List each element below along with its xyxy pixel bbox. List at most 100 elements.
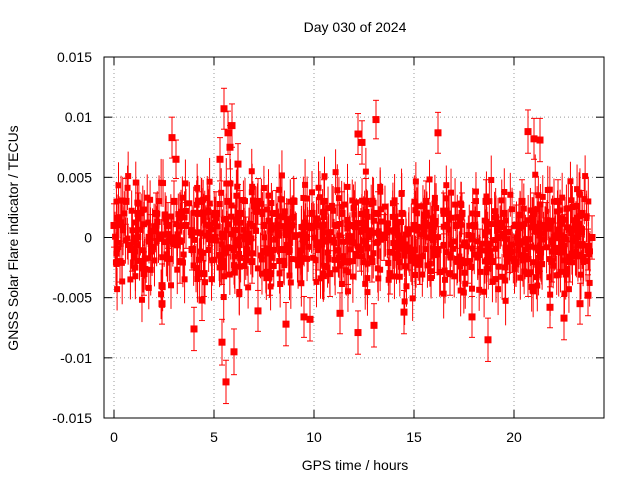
point-marker-fill	[131, 254, 138, 261]
point-marker	[266, 270, 274, 278]
point-marker-fill	[377, 183, 384, 190]
point-marker-fill	[208, 276, 215, 283]
point-marker-fill	[391, 273, 398, 280]
point-marker-fill	[448, 189, 455, 196]
point-marker-fill	[202, 221, 209, 228]
point-marker-fill	[519, 252, 526, 259]
point-marker-fill	[325, 234, 332, 241]
point-marker	[272, 209, 280, 217]
point-marker-fill	[385, 276, 392, 283]
point-marker-fill	[532, 225, 539, 232]
point-marker-fill	[568, 197, 575, 204]
point-marker-fill	[453, 258, 460, 265]
point-marker	[224, 129, 232, 137]
point-marker-fill	[339, 238, 346, 245]
point-marker-fill	[515, 247, 522, 254]
point-marker-fill	[330, 207, 337, 214]
point-marker-fill	[327, 229, 334, 236]
point-marker-fill	[264, 245, 271, 252]
point-marker-fill	[310, 254, 317, 261]
point-marker-fill	[194, 184, 201, 191]
x-tick-label: 0	[110, 429, 118, 445]
point-marker	[476, 246, 484, 254]
point-marker	[372, 116, 380, 124]
point-marker	[234, 160, 242, 168]
point-marker	[128, 246, 136, 254]
point-marker-fill	[161, 239, 168, 246]
point-marker-fill	[471, 251, 478, 258]
point-marker-fill	[440, 290, 447, 297]
point-marker	[332, 221, 340, 229]
point-marker-fill	[445, 226, 452, 233]
point-marker-fill	[181, 276, 188, 283]
point-marker-fill	[302, 181, 309, 188]
point-marker-fill	[127, 276, 134, 283]
point-marker-fill	[344, 183, 351, 190]
point-marker	[392, 221, 400, 229]
point-marker-fill	[206, 178, 213, 185]
point-marker-fill	[321, 173, 328, 180]
point-marker-fill	[563, 265, 570, 272]
point-marker-fill	[491, 214, 498, 221]
point-marker-fill	[193, 201, 200, 208]
point-marker-fill	[508, 241, 515, 248]
point-marker-fill	[567, 225, 574, 232]
point-marker-fill	[461, 269, 468, 276]
point-marker-fill	[389, 213, 396, 220]
point-marker-fill	[162, 211, 169, 218]
point-marker-fill	[213, 237, 220, 244]
point-marker-fill	[223, 180, 230, 187]
point-marker-fill	[118, 219, 125, 226]
point-marker-fill	[371, 217, 378, 224]
point-marker-fill	[494, 227, 501, 234]
point-marker-fill	[585, 242, 592, 249]
point-marker-fill	[502, 247, 509, 254]
point-marker-fill	[334, 187, 341, 194]
point-marker-fill	[241, 262, 248, 269]
point-marker	[536, 246, 544, 254]
x-tick-label: 10	[306, 429, 322, 445]
point-marker-fill	[265, 217, 272, 224]
point-marker	[338, 209, 346, 217]
point-marker-fill	[208, 237, 215, 244]
point-marker-fill	[533, 274, 540, 281]
point-marker-fill	[581, 196, 588, 203]
point-marker-fill	[495, 263, 502, 270]
point-marker-fill	[517, 212, 524, 219]
point-marker-fill	[125, 173, 132, 180]
point-marker-fill	[347, 246, 354, 253]
point-marker-fill	[419, 271, 426, 278]
point-marker-fill	[196, 270, 203, 277]
point-marker-fill	[528, 283, 535, 290]
point-marker-fill	[419, 203, 426, 210]
point-marker-fill	[141, 206, 148, 213]
point-marker-fill	[191, 236, 198, 243]
point-marker-fill	[451, 273, 458, 280]
point-marker	[374, 209, 382, 217]
point-marker-fill	[576, 189, 583, 196]
point-marker-fill	[170, 241, 177, 248]
point-marker-fill	[113, 198, 120, 205]
point-marker	[236, 209, 244, 217]
point-marker-fill	[258, 256, 265, 263]
point-marker-fill	[396, 259, 403, 266]
point-marker-fill	[338, 260, 345, 267]
point-marker-fill	[550, 241, 557, 248]
point-marker	[320, 197, 328, 205]
point-marker-fill	[413, 260, 420, 267]
point-marker-fill	[120, 227, 127, 234]
point-marker	[422, 197, 430, 205]
point-marker-fill	[580, 258, 587, 265]
point-marker-fill	[205, 207, 212, 214]
point-marker-fill	[247, 220, 254, 227]
point-marker-fill	[270, 263, 277, 270]
point-marker-fill	[300, 194, 307, 201]
point-marker-fill	[257, 252, 264, 259]
point-marker-fill	[220, 294, 227, 301]
point-marker	[254, 197, 262, 205]
point-marker-fill	[402, 231, 409, 238]
point-marker-fill	[167, 213, 174, 220]
point-marker-fill	[163, 251, 170, 258]
point-marker-fill	[544, 186, 551, 193]
point-marker-fill	[226, 271, 233, 278]
